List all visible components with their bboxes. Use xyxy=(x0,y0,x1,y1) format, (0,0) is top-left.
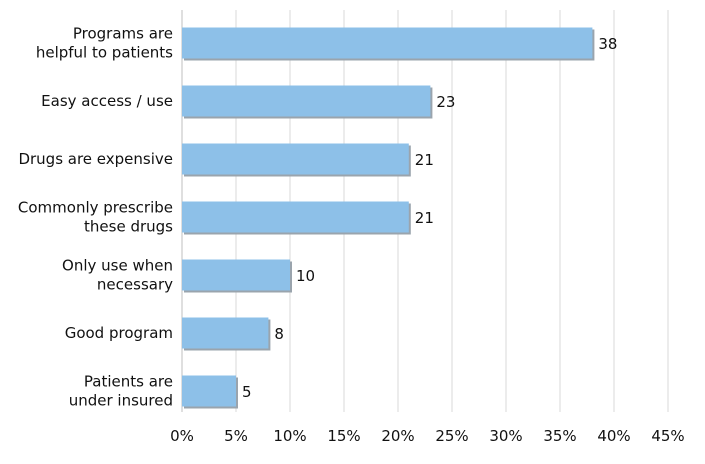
x-tick-label: 40% xyxy=(597,427,630,445)
category-label: helpful to patients xyxy=(36,44,173,62)
category-label: under insured xyxy=(69,392,173,410)
category-label: Good program xyxy=(65,324,173,342)
bar xyxy=(182,317,269,349)
value-label: 38 xyxy=(598,35,617,53)
bar xyxy=(182,85,431,117)
x-tick-label: 45% xyxy=(651,427,684,445)
x-tick-label: 0% xyxy=(170,427,194,445)
category-label: Easy access / use xyxy=(41,92,173,110)
value-label: 5 xyxy=(242,383,252,401)
bar xyxy=(182,375,236,407)
value-label: 8 xyxy=(274,325,284,343)
bar xyxy=(182,143,409,175)
category-label: necessary xyxy=(97,276,173,294)
bar xyxy=(182,201,409,233)
x-tick-label: 20% xyxy=(381,427,414,445)
category-label: Only use when xyxy=(62,257,173,275)
value-label: 21 xyxy=(415,151,434,169)
value-label: 10 xyxy=(296,267,315,285)
bars xyxy=(182,27,595,409)
x-tick-label: 30% xyxy=(489,427,522,445)
bar xyxy=(182,27,593,59)
value-label: 21 xyxy=(415,209,434,227)
x-tick-label: 25% xyxy=(435,427,468,445)
value-label: 23 xyxy=(436,93,455,111)
x-tick-label: 35% xyxy=(543,427,576,445)
category-label: these drugs xyxy=(84,218,173,236)
category-label: Commonly prescribe xyxy=(18,199,173,217)
x-tick-label: 15% xyxy=(327,427,360,445)
category-label: Programs are xyxy=(73,25,173,43)
x-axis-tick-labels: 0% 5% 10% 15% 20% 25% 30% 35% 40% 45% xyxy=(170,427,685,445)
bar xyxy=(182,259,290,291)
category-label: Drugs are expensive xyxy=(18,150,173,168)
category-label: Patients are xyxy=(84,373,173,391)
value-labels: 38 23 21 21 10 8 5 xyxy=(242,35,617,401)
x-tick-label: 10% xyxy=(273,427,306,445)
x-tick-label: 5% xyxy=(224,427,248,445)
